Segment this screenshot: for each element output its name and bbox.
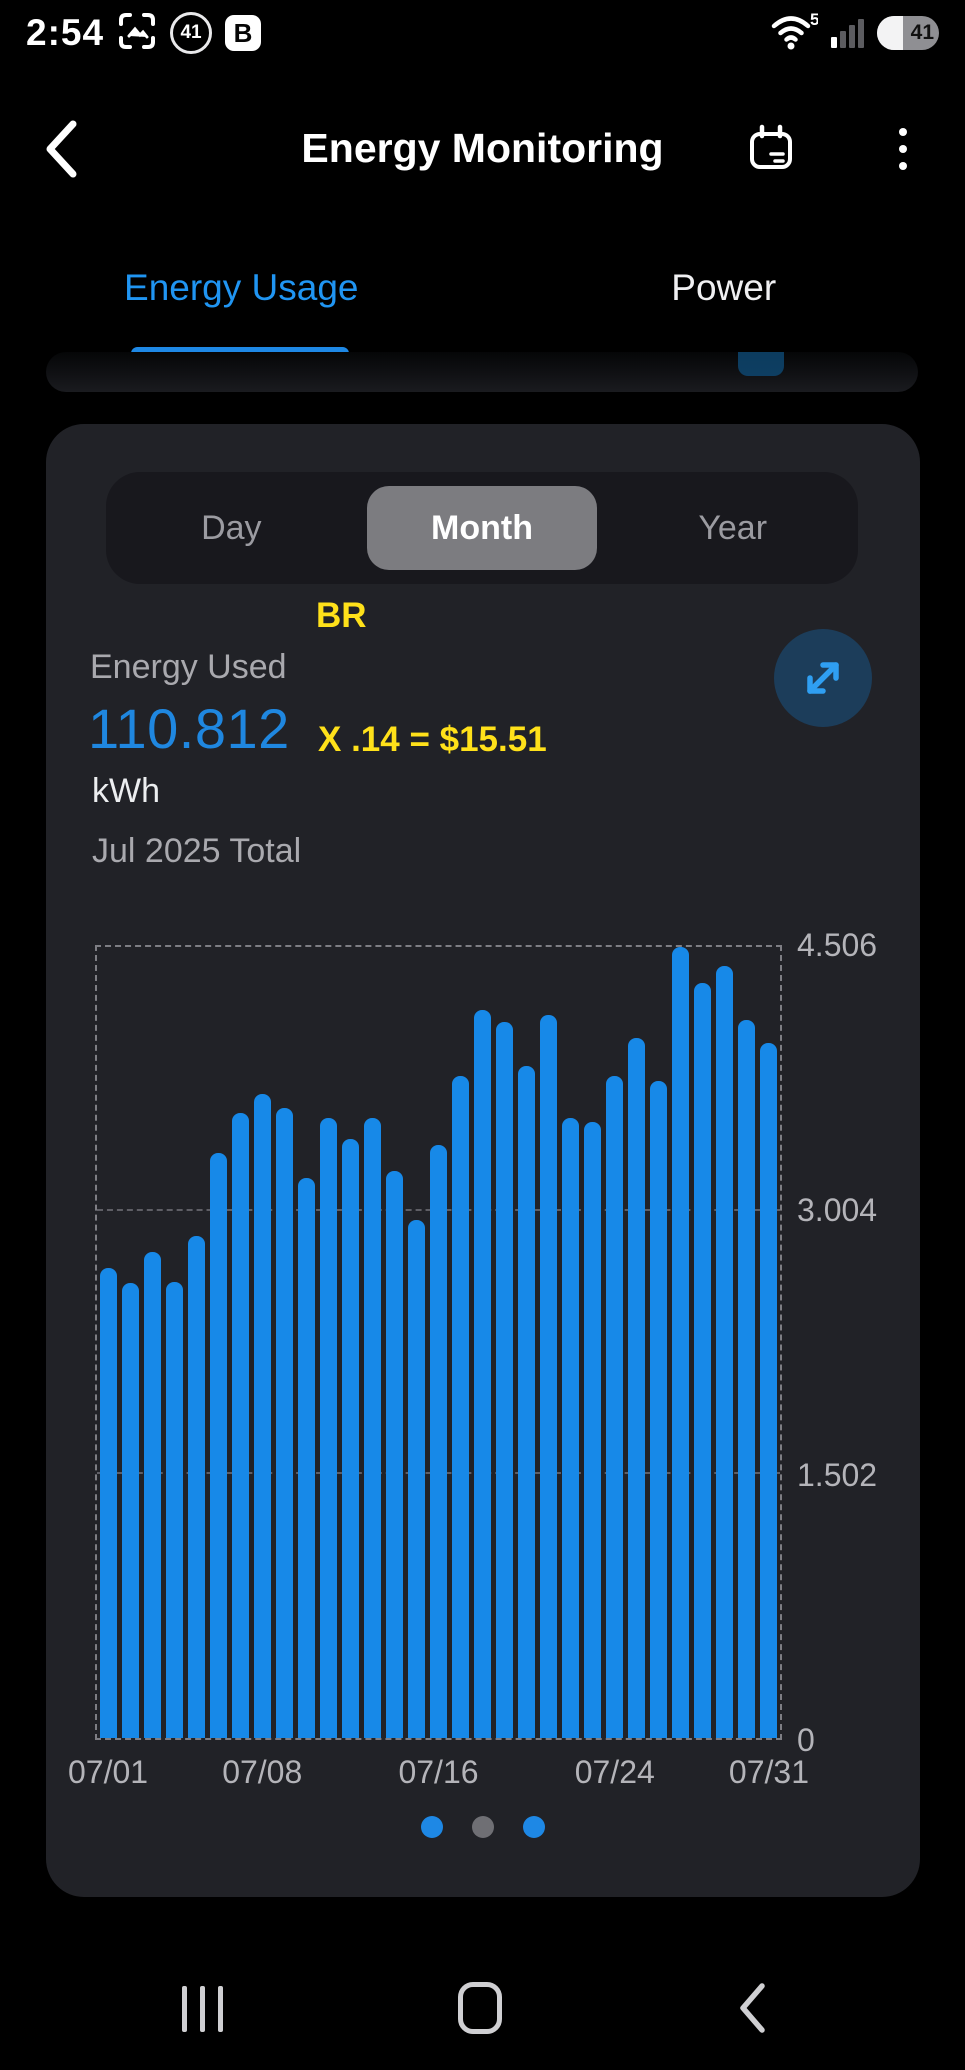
wifi-icon: 5 xyxy=(770,10,819,56)
energy-usage-card: Day Month Year BR Energy Used 110.812 X … xyxy=(46,424,920,1897)
wifi-generation-label: 5 xyxy=(810,11,818,29)
overflow-menu-button[interactable] xyxy=(894,120,912,178)
nav-back-icon xyxy=(740,1983,765,2033)
chart-bar-07/06[interactable] xyxy=(209,1153,227,1738)
chart-bar-07/17[interactable] xyxy=(452,1076,470,1738)
page-indicator[interactable] xyxy=(373,1816,593,1838)
chart-bar-07/30[interactable] xyxy=(738,1020,756,1738)
calendar-icon xyxy=(750,124,792,169)
chart-bar-07/26[interactable] xyxy=(650,1081,668,1738)
x-tick-label: 07/24 xyxy=(574,1754,655,1790)
chart-bar-07/24[interactable] xyxy=(606,1076,624,1738)
screenshot-icon xyxy=(117,11,157,56)
page-title: Energy Monitoring xyxy=(301,124,664,171)
expand-icon xyxy=(807,662,839,694)
period-segmented-control: Day Month Year xyxy=(106,472,858,584)
period-option-month-selected[interactable]: Month xyxy=(367,486,597,570)
status-left: 2:54 41 B xyxy=(26,11,262,56)
chart-bar-07/04[interactable] xyxy=(165,1281,183,1738)
energy-used-label: Energy Used xyxy=(90,648,287,686)
notification-count-badge: 41 xyxy=(170,12,213,54)
chart-y-axis: 0 1.502 3.004 4.506 xyxy=(797,928,917,1757)
home-button[interactable] xyxy=(458,1982,502,2034)
chart-bar-07/03[interactable] xyxy=(143,1251,161,1738)
expand-chart-button[interactable] xyxy=(774,629,872,727)
chart-x-axis: 07/01 07/08 07/16 07/24 07/31 xyxy=(68,1754,809,1794)
chart-plot[interactable] xyxy=(95,945,782,1740)
app-b-badge: B xyxy=(225,15,262,51)
period-option-month-cell[interactable]: Month xyxy=(357,472,608,584)
y-tick-label: 0 xyxy=(797,1722,815,1758)
tab-power[interactable]: Power xyxy=(671,267,777,308)
chart-bar-07/27[interactable] xyxy=(672,947,690,1738)
chart-bar-07/05[interactable] xyxy=(187,1235,205,1738)
energy-value: 110.812 xyxy=(88,697,290,760)
chart-bar-07/18[interactable] xyxy=(474,1009,492,1738)
chart-bar-07/10[interactable] xyxy=(297,1178,315,1738)
back-chevron-icon xyxy=(46,120,77,178)
kebab-dot xyxy=(899,162,907,170)
chart-bar-07/08[interactable] xyxy=(253,1093,271,1738)
x-tick-label: 07/01 xyxy=(67,1754,149,1790)
x-tick-label: 07/08 xyxy=(222,1754,303,1790)
peek-blue-fragment xyxy=(738,352,784,376)
period-total-label: Jul 2025 Total xyxy=(92,832,302,870)
system-nav-bar xyxy=(0,1964,965,2054)
annotation-br: BR xyxy=(316,596,367,635)
y-tick-label: 1.502 xyxy=(797,1457,878,1493)
page-dot[interactable] xyxy=(421,1816,443,1838)
x-tick-label: 07/31 xyxy=(728,1754,810,1790)
tab-energy-usage[interactable]: Energy Usage xyxy=(124,267,359,308)
status-bar: 2:54 41 B 5 xyxy=(0,0,965,66)
nav-back-button[interactable] xyxy=(735,1980,769,2036)
chart-bar-07/12[interactable] xyxy=(341,1139,359,1738)
kebab-dot xyxy=(899,128,907,136)
y-tick-label: 4.506 xyxy=(797,927,878,963)
chart-bar-07/22[interactable] xyxy=(562,1118,580,1738)
chart-bar-07/13[interactable] xyxy=(363,1118,381,1738)
back-button[interactable] xyxy=(42,119,82,179)
cellular-signal-icon xyxy=(831,18,864,48)
scrolled-card-peek xyxy=(46,352,918,392)
clock: 2:54 xyxy=(26,12,105,53)
chart-bar-07/07[interactable] xyxy=(231,1113,249,1738)
chart-bar-07/23[interactable] xyxy=(584,1121,602,1738)
chart-bar-07/14[interactable] xyxy=(385,1171,403,1738)
energy-unit-label: kWh xyxy=(92,772,160,810)
chart-bar-07/19[interactable] xyxy=(496,1021,514,1738)
period-option-year[interactable]: Year xyxy=(698,508,768,547)
status-right: 5 41 xyxy=(770,10,939,56)
chart-bar-07/09[interactable] xyxy=(275,1107,293,1738)
chart-bar-07/25[interactable] xyxy=(628,1037,646,1738)
chart-bar-07/31[interactable] xyxy=(760,1042,778,1738)
battery-indicator: 41 xyxy=(877,16,939,50)
calendar-button[interactable] xyxy=(745,123,797,175)
kebab-dot xyxy=(899,145,907,153)
chart-bar-07/21[interactable] xyxy=(540,1014,558,1738)
chart-bar-07/01[interactable] xyxy=(99,1267,117,1738)
battery-fill xyxy=(877,16,903,50)
chart-bar-07/29[interactable] xyxy=(716,965,734,1738)
period-option-day[interactable]: Day xyxy=(201,508,262,547)
chart-bar-07/16[interactable] xyxy=(430,1144,447,1738)
chart-bar-07/02[interactable] xyxy=(121,1283,139,1738)
recents-button[interactable] xyxy=(182,1986,223,2032)
chart-bar-07/20[interactable] xyxy=(518,1065,536,1738)
tab-bar: Energy Usage Power xyxy=(0,242,965,334)
page-dot[interactable] xyxy=(523,1816,545,1838)
y-tick-label: 3.004 xyxy=(797,1192,878,1228)
app-header: Energy Monitoring xyxy=(0,95,965,201)
x-tick-label: 07/16 xyxy=(398,1754,479,1790)
battery-percent: 41 xyxy=(910,21,934,44)
chart-bar-07/15[interactable] xyxy=(407,1220,425,1738)
annotation-cost-formula: X .14 = $15.51 xyxy=(318,720,547,759)
page-dot[interactable] xyxy=(472,1816,494,1838)
chart-bar-07/11[interactable] xyxy=(319,1118,337,1738)
chart-bar-07/28[interactable] xyxy=(694,983,712,1738)
